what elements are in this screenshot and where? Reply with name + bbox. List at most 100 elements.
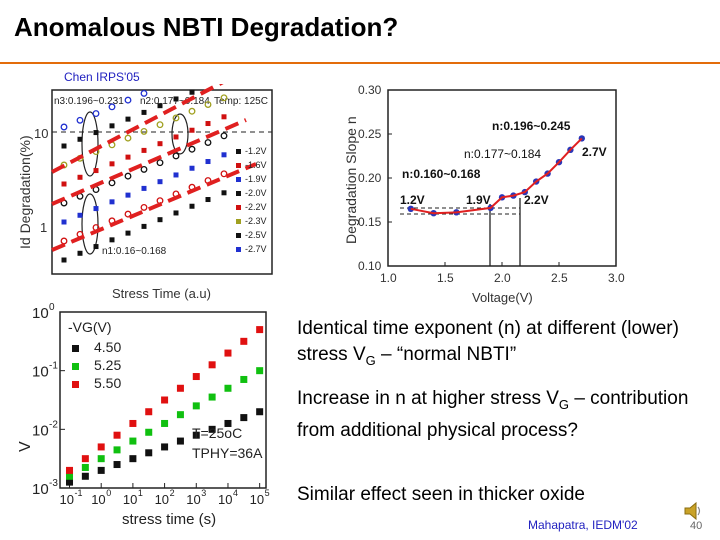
chart2-ytick-label: 0.20 — [358, 171, 382, 185]
chart1-xlabel: Stress Time (a.u) — [112, 286, 211, 301]
chart1-point — [140, 89, 148, 97]
chart3-xtick-exponent: 5 — [265, 488, 270, 498]
chart1-point — [220, 170, 228, 178]
bullet-3: Similar effect seen in thicker oxide — [297, 484, 585, 505]
chart3-point — [145, 449, 153, 457]
chart1-fit-line — [51, 162, 257, 252]
chart1-point — [93, 244, 99, 250]
chart3-point — [224, 349, 232, 357]
chart1-point — [61, 143, 67, 149]
chart3-point — [256, 408, 264, 416]
chart3-xtick-exponent: 0 — [106, 488, 111, 498]
chart1-point — [220, 132, 228, 140]
chart3-point — [240, 375, 248, 383]
chart3-point — [224, 384, 232, 392]
bullet-2: Increase in n at higher stress VG – cont… — [297, 388, 689, 441]
chart1-point — [141, 223, 147, 229]
chart1-point — [157, 179, 163, 185]
chart2-ytick-label: 0.25 — [358, 127, 382, 141]
chart1-point — [61, 219, 67, 225]
chart3-point — [66, 466, 74, 474]
chart1-point — [204, 139, 212, 146]
chart1-point — [141, 185, 147, 191]
chart3-xtick-exponent: 2 — [170, 488, 175, 498]
chart1-point — [204, 101, 212, 108]
chart1-point — [188, 145, 196, 153]
chart3-xtick-label: 10 — [91, 492, 105, 507]
chart3-xtick-label: 10 — [218, 492, 232, 507]
chart1-point — [205, 197, 211, 203]
chart3-xlabel: stress time (s) — [122, 511, 216, 528]
chart3-point — [145, 428, 153, 436]
chart1-point — [109, 161, 115, 167]
chart1-legend-marker — [236, 149, 241, 154]
chart1-point — [157, 141, 163, 147]
chart3-xtick-label: 10 — [123, 492, 137, 507]
chart2-annotation: n:0.196~0.245 — [492, 119, 571, 133]
chart3-point — [145, 408, 153, 416]
chart1-group-ellipse — [171, 113, 189, 155]
chart3-ylabel: V — [17, 441, 34, 452]
chart1-legend-marker — [236, 205, 241, 210]
chart1-point — [189, 127, 195, 133]
chart3-point — [113, 431, 121, 439]
bullet-1: Identical time exponent (n) at different… — [297, 318, 679, 368]
chart1-point — [173, 96, 179, 102]
stress-time-chart: 10 010 -110 -210 -310 -1 10 0 10 1 10 2 10 3 10 4 10 5 V … — [17, 302, 270, 528]
chart1-legend-marker — [236, 247, 241, 252]
chart3-point — [113, 461, 121, 469]
slope-vs-voltage-chart: 1.0 1.5 2.0 2.5 3.0 0.10 0.15 0.20 0.25 0.30 Degr… — [343, 84, 625, 305]
chart3-point — [161, 443, 169, 451]
chart3-ytick-label: 10 — [32, 481, 49, 498]
chart3-legend-title: -VG(V) — [68, 319, 112, 335]
chart3-point — [81, 463, 89, 471]
chart3-point — [66, 472, 74, 480]
chart1-point — [220, 94, 228, 102]
chart3-annotation-temp: T=25oC — [192, 425, 242, 441]
chart3-point — [176, 437, 184, 445]
chart1-point — [124, 172, 132, 180]
chart1-point — [124, 210, 132, 218]
chart3-xtick-label: 10 — [186, 492, 200, 507]
chart3-point — [176, 384, 184, 392]
chart1-point — [189, 203, 195, 209]
chart1-point — [189, 89, 195, 95]
chart1-annotation: Temp: 125C — [214, 96, 268, 107]
chart1-point — [125, 230, 131, 236]
chart1-point — [108, 103, 116, 111]
chart1-annotation: n3:0.196~0.231 — [54, 96, 124, 107]
chart3-ytick-label: 10 — [32, 364, 49, 381]
chart3-point — [161, 419, 169, 427]
chart1-point — [76, 116, 84, 124]
chart2-annotation: 2.2V — [524, 193, 549, 207]
chart1-point — [140, 203, 148, 211]
chart1-point — [172, 152, 180, 160]
chart3-point — [97, 443, 105, 451]
chart2-annotation: 1.9V — [466, 193, 491, 207]
chart1-point — [77, 136, 83, 142]
chart2-annotation: 2.7V — [582, 145, 607, 159]
chart2-xtick-label: 1.5 — [437, 271, 454, 285]
chart1-annotation: n2:0.177~0.184 — [140, 96, 210, 107]
chart1-point — [157, 217, 163, 223]
chart3-annotation-tphy: TPHY=36A — [192, 445, 263, 461]
chart1-point — [125, 116, 131, 122]
speaker-icon[interactable] — [682, 500, 704, 522]
chart3-point — [129, 437, 137, 445]
chart1-point — [124, 134, 132, 142]
chart1-legend-label: -2.0V — [245, 188, 267, 198]
chart1-point — [188, 107, 196, 115]
chart1-point — [93, 130, 99, 136]
chart1-point — [92, 110, 100, 118]
chart2-fit-curve — [410, 137, 583, 215]
chart3-point — [208, 393, 216, 401]
title-underline — [0, 62, 720, 64]
chart3-legend-label: 4.50 — [94, 339, 121, 355]
chart1-point — [109, 199, 115, 205]
chart3-point — [192, 373, 200, 381]
chart3-point — [256, 367, 264, 375]
chart3-point — [208, 425, 216, 433]
citation-top: Chen IRPS'05 — [64, 70, 140, 84]
chart3-point — [161, 396, 169, 404]
chart3-xtick-exponent: -1 — [75, 488, 83, 498]
